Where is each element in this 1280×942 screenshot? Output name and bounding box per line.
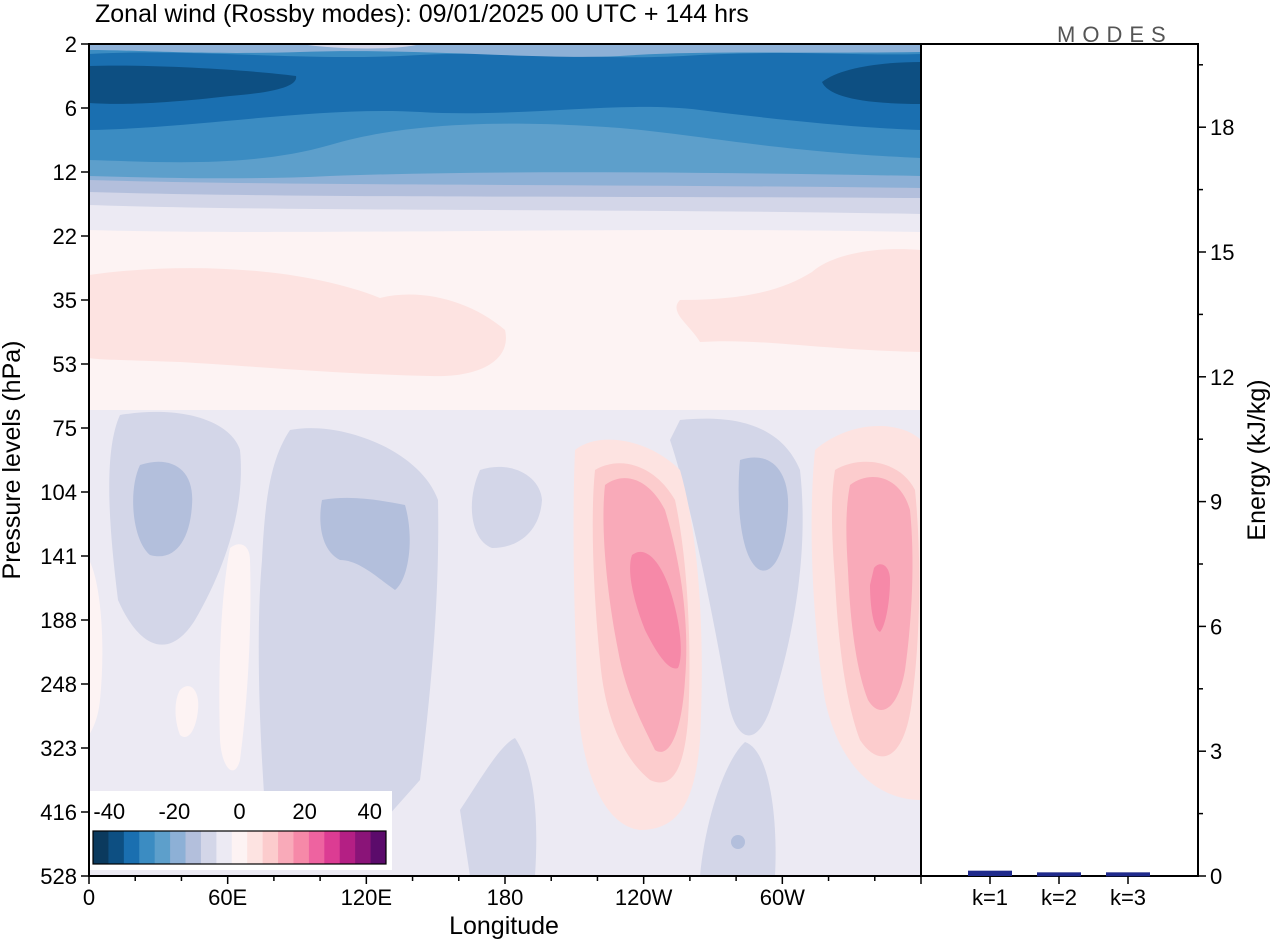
- pos-lobe-east: [676, 249, 921, 352]
- pos-lobe-west: [89, 268, 506, 377]
- neg-cell-6: [460, 738, 537, 876]
- pos-blob-30e: [175, 686, 199, 738]
- energy-axis-label: Energy (kJ/kg): [1243, 379, 1271, 540]
- y-axis-label: Pressure levels (hPa): [0, 341, 26, 580]
- band-m40-east: [822, 62, 921, 104]
- chart-title: Zonal wind (Rossby modes): 09/01/2025 00…: [95, 0, 749, 28]
- y-tick-label: 188: [40, 608, 77, 633]
- neg-cell-5: [700, 742, 776, 876]
- colorbar-swatch: [293, 831, 310, 864]
- energy-panel-frame: [920, 43, 1199, 877]
- y-tick-label: 75: [53, 416, 77, 441]
- y-tick-label: 141: [40, 544, 77, 569]
- energy-tick-label: 15: [1210, 240, 1234, 265]
- modes-logo: MODES: [1057, 22, 1173, 47]
- colorbar-swatch: [108, 831, 125, 864]
- energy-axis: 0 3 6 9 12 15 18: [1198, 64, 1234, 889]
- y-tick-label: 248: [40, 672, 77, 697]
- colorbar-label: -40: [93, 799, 125, 824]
- x-tick-label: 60W: [760, 885, 805, 910]
- y-tick-label: 35: [53, 288, 77, 313]
- neg-spot: [731, 835, 745, 849]
- colorbar-swatch: [216, 831, 233, 864]
- energy-tick-label: 0: [1210, 864, 1222, 889]
- pos-lobe-120w-core: [630, 551, 681, 669]
- colorbar-swatch: [200, 831, 217, 864]
- x-tick-label: 180: [487, 885, 524, 910]
- x-tick-label: 60E: [208, 885, 247, 910]
- colorbar-swatch: [247, 831, 264, 864]
- colorbar-swatch: [123, 831, 140, 864]
- energy-tick-label: 3: [1210, 739, 1222, 764]
- energy-tick-label: 9: [1210, 490, 1222, 515]
- colorbar-swatch: [339, 831, 356, 864]
- colorbar-label: 0: [233, 799, 245, 824]
- band-m40: [89, 65, 297, 104]
- neg-cell-2-core: [320, 497, 410, 590]
- colorbar: -40 -20 0 20 40: [87, 791, 392, 870]
- colorbar-swatch: [170, 831, 187, 864]
- colorbar-swatch: [185, 831, 202, 864]
- band-top-light-2: [300, 44, 420, 49]
- x-axis-label: Longitude: [449, 912, 559, 940]
- y-tick-label: 53: [53, 352, 77, 377]
- bar-category-label: k=3: [1110, 885, 1146, 910]
- x-tick-label: 120W: [615, 885, 673, 910]
- energy-bar: [1037, 872, 1081, 877]
- pressure-axis: 2 6 12 22 35 53 75 104 141 188 248 323 416 528: [40, 32, 89, 889]
- longitude-axis: 0 60E 120E 180 120W 60W: [83, 876, 922, 910]
- colorbar-swatch: [355, 831, 372, 864]
- y-tick-label: 416: [40, 800, 77, 825]
- energy-tick-label: 6: [1210, 614, 1222, 639]
- colorbar-swatch: [93, 831, 109, 864]
- energy-bar: [968, 870, 1012, 876]
- band-m35: [89, 52, 921, 131]
- colorbar-label: 40: [357, 799, 381, 824]
- colorbar-label: -20: [158, 799, 190, 824]
- band-top-light-1: [89, 44, 921, 57]
- x-tick-label: 120E: [341, 885, 392, 910]
- colorbar-label: 20: [292, 799, 316, 824]
- energy-bars: k=1 k=2 k=3: [968, 870, 1150, 910]
- y-tick-label: 104: [40, 480, 77, 505]
- colorbar-swatch: [154, 831, 171, 864]
- energy-bar: [1106, 872, 1150, 877]
- neg-cell-1-core: [133, 461, 193, 557]
- energy-tick-label: 18: [1210, 115, 1234, 140]
- colorbar-frame: [92, 830, 387, 865]
- pos-strip-west-edge: [89, 560, 103, 735]
- neg-cell-4-core: [738, 457, 789, 571]
- y-tick-label: 6: [65, 96, 77, 121]
- colorbar-swatch: [370, 831, 387, 864]
- zonal-wind-field: [89, 44, 921, 876]
- y-tick-label: 528: [40, 864, 77, 889]
- x-tick-label: 0: [83, 885, 95, 910]
- y-tick-label: 12: [53, 160, 77, 185]
- colorbar-swatch: [308, 831, 325, 864]
- colorbar-swatch: [139, 831, 156, 864]
- bar-category-label: k=2: [1041, 885, 1077, 910]
- colorbar-swatch: [278, 831, 294, 864]
- pos-strip-60e: [219, 544, 251, 771]
- bar-category-label: k=1: [972, 885, 1008, 910]
- colorbar-swatch: [324, 831, 341, 864]
- y-tick-label: 22: [53, 224, 77, 249]
- energy-tick-label: 12: [1210, 365, 1234, 390]
- pos-lobe-20w-core: [870, 564, 890, 632]
- neg-cell-3: [471, 466, 542, 548]
- colorbar-swatch: [262, 831, 279, 864]
- y-tick-label: 2: [65, 32, 77, 57]
- colorbar-swatch: [231, 831, 248, 864]
- y-tick-label: 323: [40, 736, 77, 761]
